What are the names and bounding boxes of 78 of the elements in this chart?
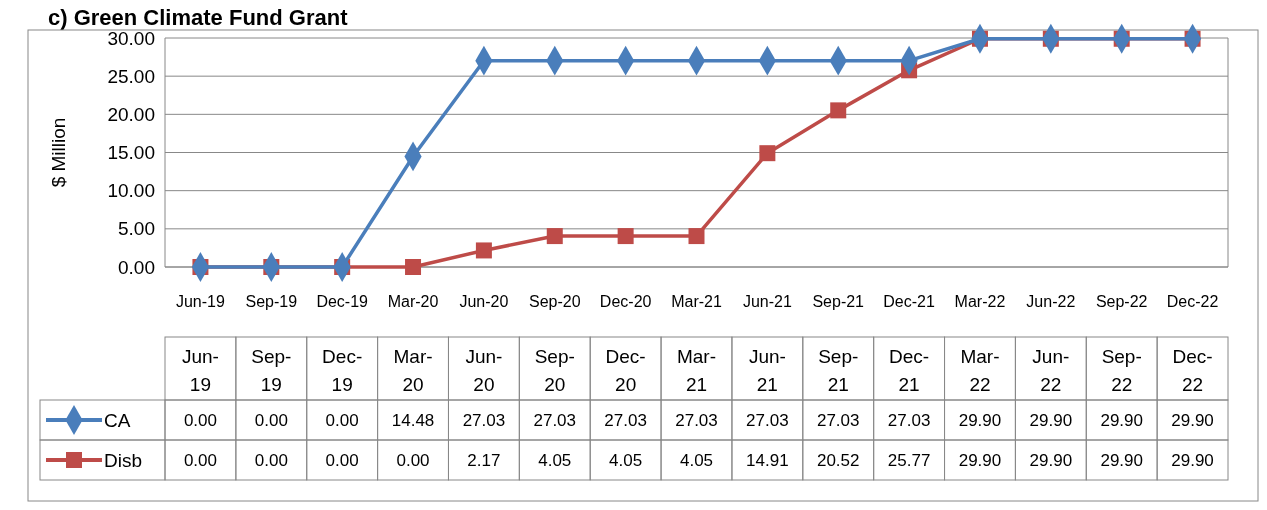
category-label: Sep-22 [1101, 346, 1142, 395]
point [830, 102, 847, 119]
chart-title: c) Green Climate Fund Grant [48, 5, 349, 30]
data-label: 0.00 [183, 450, 217, 470]
y-tick-label: 10.00 [107, 180, 155, 202]
category-label: Dec-19 [322, 346, 363, 395]
x-tick-label: Mar-21 [671, 293, 722, 310]
x-tick-label: Dec-20 [599, 293, 652, 310]
data-label: 14.91 [746, 450, 789, 470]
data-label: 0.00 [325, 410, 359, 430]
x-tick-label: Mar-22 [954, 293, 1006, 310]
data-label: 4.05 [609, 450, 643, 470]
x-tick-label: Jun-19 [175, 293, 225, 310]
x-tick-label: Sep-22 [1095, 293, 1148, 310]
data-label: 29.90 [1029, 410, 1073, 430]
data-label: 27.03 [533, 410, 577, 430]
data-label: 4.05 [538, 450, 572, 470]
y-tick-label: 20.00 [107, 103, 155, 125]
data-label: 27.03 [887, 410, 931, 430]
category-label: Jun-22 [1032, 346, 1070, 395]
data-label: 27.03 [604, 410, 647, 430]
category-label: Dec-22 [1172, 346, 1213, 395]
y-axis-title: $ Million [48, 117, 69, 188]
legend-label: Disb [104, 449, 143, 471]
data-label: 29.90 [1100, 410, 1143, 430]
data-label: 29.90 [1100, 450, 1143, 470]
y-tick-label: 30.00 [107, 27, 155, 49]
category-label: Dec-20 [605, 346, 646, 395]
x-tick-label: Dec-22 [1166, 293, 1219, 310]
data-label: 4.05 [679, 450, 714, 470]
point [546, 228, 563, 245]
x-tick-label: Sep-20 [528, 293, 581, 310]
category-label: Jun-20 [465, 346, 503, 395]
y-tick-label: 25.00 [107, 65, 155, 87]
x-tick-label: Mar-20 [387, 293, 439, 310]
y-tick-label: 5.00 [118, 218, 155, 240]
category-label: Mar-22 [960, 346, 1000, 395]
x-tick-label: Jun-20 [459, 293, 509, 310]
y-tick-label: 0.00 [118, 256, 155, 278]
data-label: 27.03 [462, 410, 506, 430]
data-label: 29.90 [1029, 450, 1073, 470]
x-tick-label: Jun-22 [1026, 293, 1076, 310]
category-label: Sep-21 [818, 346, 859, 395]
x-tick-label: Dec-19 [316, 293, 369, 310]
y-tick-label: 15.00 [107, 142, 155, 164]
point [617, 228, 634, 245]
data-label: 20.52 [816, 450, 860, 470]
data-label: 29.90 [1171, 410, 1214, 430]
point [688, 228, 705, 245]
data-label: 27.03 [675, 410, 718, 430]
category-label: Mar-21 [676, 346, 717, 395]
category-label: Jun-19 [181, 346, 219, 395]
data-label: 0.00 [183, 410, 217, 430]
point [759, 145, 776, 162]
x-tick-label: Sep-21 [812, 293, 865, 310]
x-tick-label: Dec-21 [883, 293, 935, 310]
data-label: 0.00 [254, 450, 288, 470]
category-label: Sep-19 [251, 346, 292, 395]
point [405, 259, 422, 275]
data-label: 14.48 [391, 410, 435, 430]
data-label: 25.77 [887, 450, 931, 470]
data-label: 0.00 [396, 450, 430, 470]
legend-label: CA [104, 409, 131, 431]
category-label: Sep-20 [534, 346, 575, 395]
point [475, 242, 492, 259]
data-label: 2.17 [467, 450, 501, 470]
data-label: 0.00 [254, 410, 288, 430]
category-label: Mar-20 [393, 346, 433, 395]
data-label: 0.00 [325, 450, 359, 470]
data-label: 27.03 [816, 410, 860, 430]
category-label: Dec-21 [889, 346, 930, 395]
data-label: 29.90 [958, 410, 1002, 430]
data-label: 27.03 [746, 410, 789, 430]
data-label: 29.90 [958, 450, 1002, 470]
x-tick-label: Sep-19 [245, 293, 298, 310]
x-tick-label: Jun-21 [742, 293, 792, 310]
category-label: Jun-21 [748, 346, 786, 395]
data-label: 29.90 [1171, 450, 1214, 470]
